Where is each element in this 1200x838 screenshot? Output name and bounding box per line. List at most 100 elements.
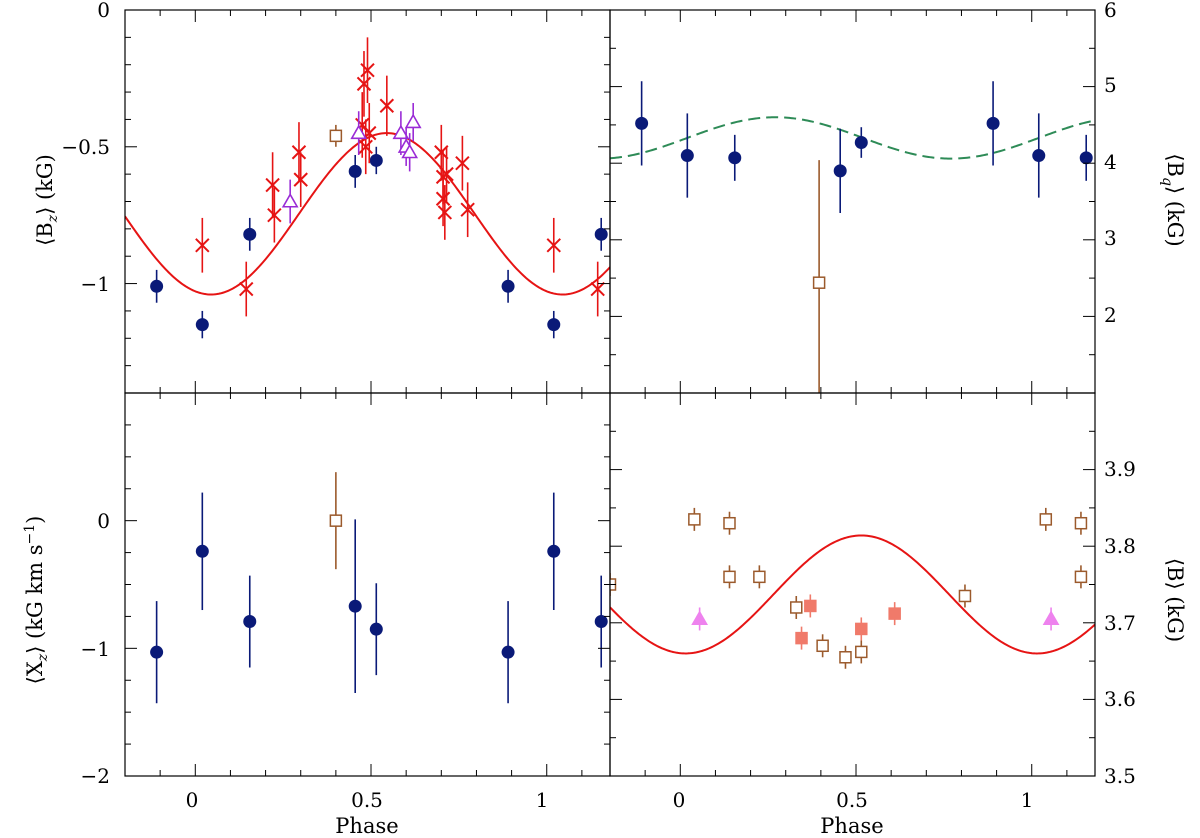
marker-circle bbox=[547, 544, 561, 558]
data-point-xz-0-3 bbox=[348, 519, 362, 694]
ytick-bq-0: 2 bbox=[1104, 303, 1117, 327]
ytick-bq-1: 3 bbox=[1104, 226, 1117, 250]
data-point-bmod-2-1 bbox=[1042, 607, 1060, 631]
ytick-xz-1: −1 bbox=[81, 637, 110, 661]
ytick-bz-1: −0.5 bbox=[61, 135, 110, 159]
ytick-bmod-1: 3.6 bbox=[1104, 687, 1136, 711]
marker-circle bbox=[369, 153, 383, 167]
data-point-bz-0-0 bbox=[150, 269, 164, 303]
marker-circle bbox=[635, 116, 649, 130]
data-point-bmod-1-2 bbox=[855, 617, 868, 641]
data-point-bz-1-5 bbox=[293, 152, 308, 207]
ylabel-bq: ⟨Bq⟩ (kG) bbox=[1159, 153, 1187, 246]
marker-cross bbox=[293, 172, 308, 187]
data-point-bz-1-20 bbox=[590, 261, 605, 317]
data-point-bz-1-14 bbox=[435, 171, 451, 227]
data-point-bq-1-0 bbox=[812, 160, 826, 393]
marker-cross bbox=[239, 281, 254, 297]
marker-circle bbox=[243, 227, 257, 241]
data-point-xz-0-6 bbox=[547, 492, 561, 611]
data-point-xz-0-0 bbox=[150, 601, 164, 704]
plot-area-bq bbox=[610, 81, 1095, 393]
ytick-bq-4: 6 bbox=[1104, 0, 1117, 22]
ytick-bmod-0: 3.5 bbox=[1104, 764, 1136, 788]
marker-cross bbox=[435, 191, 451, 206]
ylabel-bq-tail: ⟩ (kG) bbox=[1163, 186, 1187, 247]
data-point-bz-1-1 bbox=[239, 261, 254, 317]
ylabel-xz-sup: −1 bbox=[22, 524, 38, 545]
marker-circle bbox=[369, 622, 383, 636]
data-point-xz-0-4 bbox=[369, 583, 383, 676]
ticks-bq bbox=[609, 9, 1095, 394]
marker-cross bbox=[455, 155, 470, 171]
data-point-bq-0-5 bbox=[986, 81, 1000, 166]
data-point-xz-0-1 bbox=[195, 492, 209, 611]
marker-square-open bbox=[753, 570, 766, 584]
frame-xz bbox=[124, 392, 611, 777]
data-point-bmod-1-0 bbox=[795, 626, 808, 650]
data-point-bz-2-4 bbox=[401, 133, 419, 172]
data-point-bz-3-0 bbox=[329, 124, 343, 147]
frame-bq bbox=[609, 9, 1096, 394]
ytick-xz-0: 0 bbox=[97, 509, 110, 533]
marker-circle bbox=[728, 151, 742, 165]
data-point-bmod-0-7 bbox=[839, 645, 852, 669]
data-point-bmod-0-9 bbox=[958, 584, 972, 608]
marker-square-open bbox=[329, 514, 343, 527]
marker-triangle-filled bbox=[691, 610, 708, 626]
marker-circle bbox=[833, 164, 847, 178]
data-point-bz-1-18 bbox=[460, 182, 475, 238]
data-point-bz-1-12 bbox=[434, 124, 449, 180]
ylabel-xz-tail: ⟩ (kG km s bbox=[23, 544, 47, 653]
marker-cross bbox=[195, 238, 210, 253]
marker-cross bbox=[437, 205, 453, 220]
marker-square-open bbox=[723, 516, 736, 530]
marker-circle bbox=[986, 116, 1000, 130]
ylabel-bz-main: ⟨B bbox=[33, 222, 57, 246]
ytick-bz-0: 0 bbox=[97, 0, 110, 22]
marker-cross bbox=[460, 202, 475, 217]
xtick-left-1: 0.5 bbox=[351, 788, 383, 812]
marker-cross bbox=[291, 145, 307, 160]
data-point-bmod-0-3 bbox=[723, 565, 736, 589]
data-point-bmod-1-3 bbox=[888, 602, 901, 626]
marker-cross bbox=[265, 177, 280, 193]
data-point-bz-0-1 bbox=[195, 310, 209, 339]
data-point-bz-2-5 bbox=[404, 103, 422, 142]
ytick-bmod-3: 3.8 bbox=[1104, 534, 1136, 558]
data-point-xz-0-7 bbox=[594, 575, 608, 668]
marker-cross bbox=[434, 145, 449, 160]
marker-cross bbox=[439, 166, 454, 182]
plot-area-xz bbox=[150, 472, 608, 704]
ylabel-bz: ⟨Bz⟩ (kG) bbox=[33, 154, 61, 246]
marker-triangle-open bbox=[401, 143, 419, 159]
marker-triangle-open bbox=[392, 124, 410, 140]
marker-triangle-filled bbox=[1042, 610, 1060, 626]
data-point-bmod-0-2 bbox=[723, 511, 736, 535]
ylabel-bq-sub: q bbox=[1159, 177, 1175, 186]
data-point-bmod-0-12 bbox=[1074, 565, 1088, 589]
data-point-bmod-0-1 bbox=[688, 507, 701, 531]
model-curve-bz bbox=[125, 132, 610, 296]
xtick-right-0: 0 bbox=[673, 788, 686, 812]
marker-circle bbox=[1079, 151, 1093, 165]
xlabel-left: Phase bbox=[335, 814, 398, 838]
ylabel-xz: ⟨Xz⟩ (kG km s−1) bbox=[22, 516, 51, 685]
data-point-bz-2-0 bbox=[281, 179, 299, 224]
data-point-bz-1-19 bbox=[546, 217, 561, 273]
data-point-bq-0-3 bbox=[833, 128, 847, 213]
data-point-bz-1-0 bbox=[195, 217, 210, 273]
marker-cross bbox=[379, 98, 395, 113]
marker-cross bbox=[546, 238, 561, 253]
data-point-xz-0-5 bbox=[501, 601, 515, 704]
plot-area-bz bbox=[125, 37, 610, 339]
marker-square-open bbox=[790, 601, 803, 614]
data-point-bmod-0-6 bbox=[816, 634, 829, 658]
data-point-bq-0-7 bbox=[1079, 134, 1093, 181]
marker-circle bbox=[547, 318, 561, 332]
data-point-bz-0-6 bbox=[547, 310, 561, 339]
xtick-right-2: 1 bbox=[1021, 788, 1034, 812]
data-point-bz-1-15 bbox=[437, 185, 453, 240]
marker-square-filled bbox=[855, 622, 868, 636]
